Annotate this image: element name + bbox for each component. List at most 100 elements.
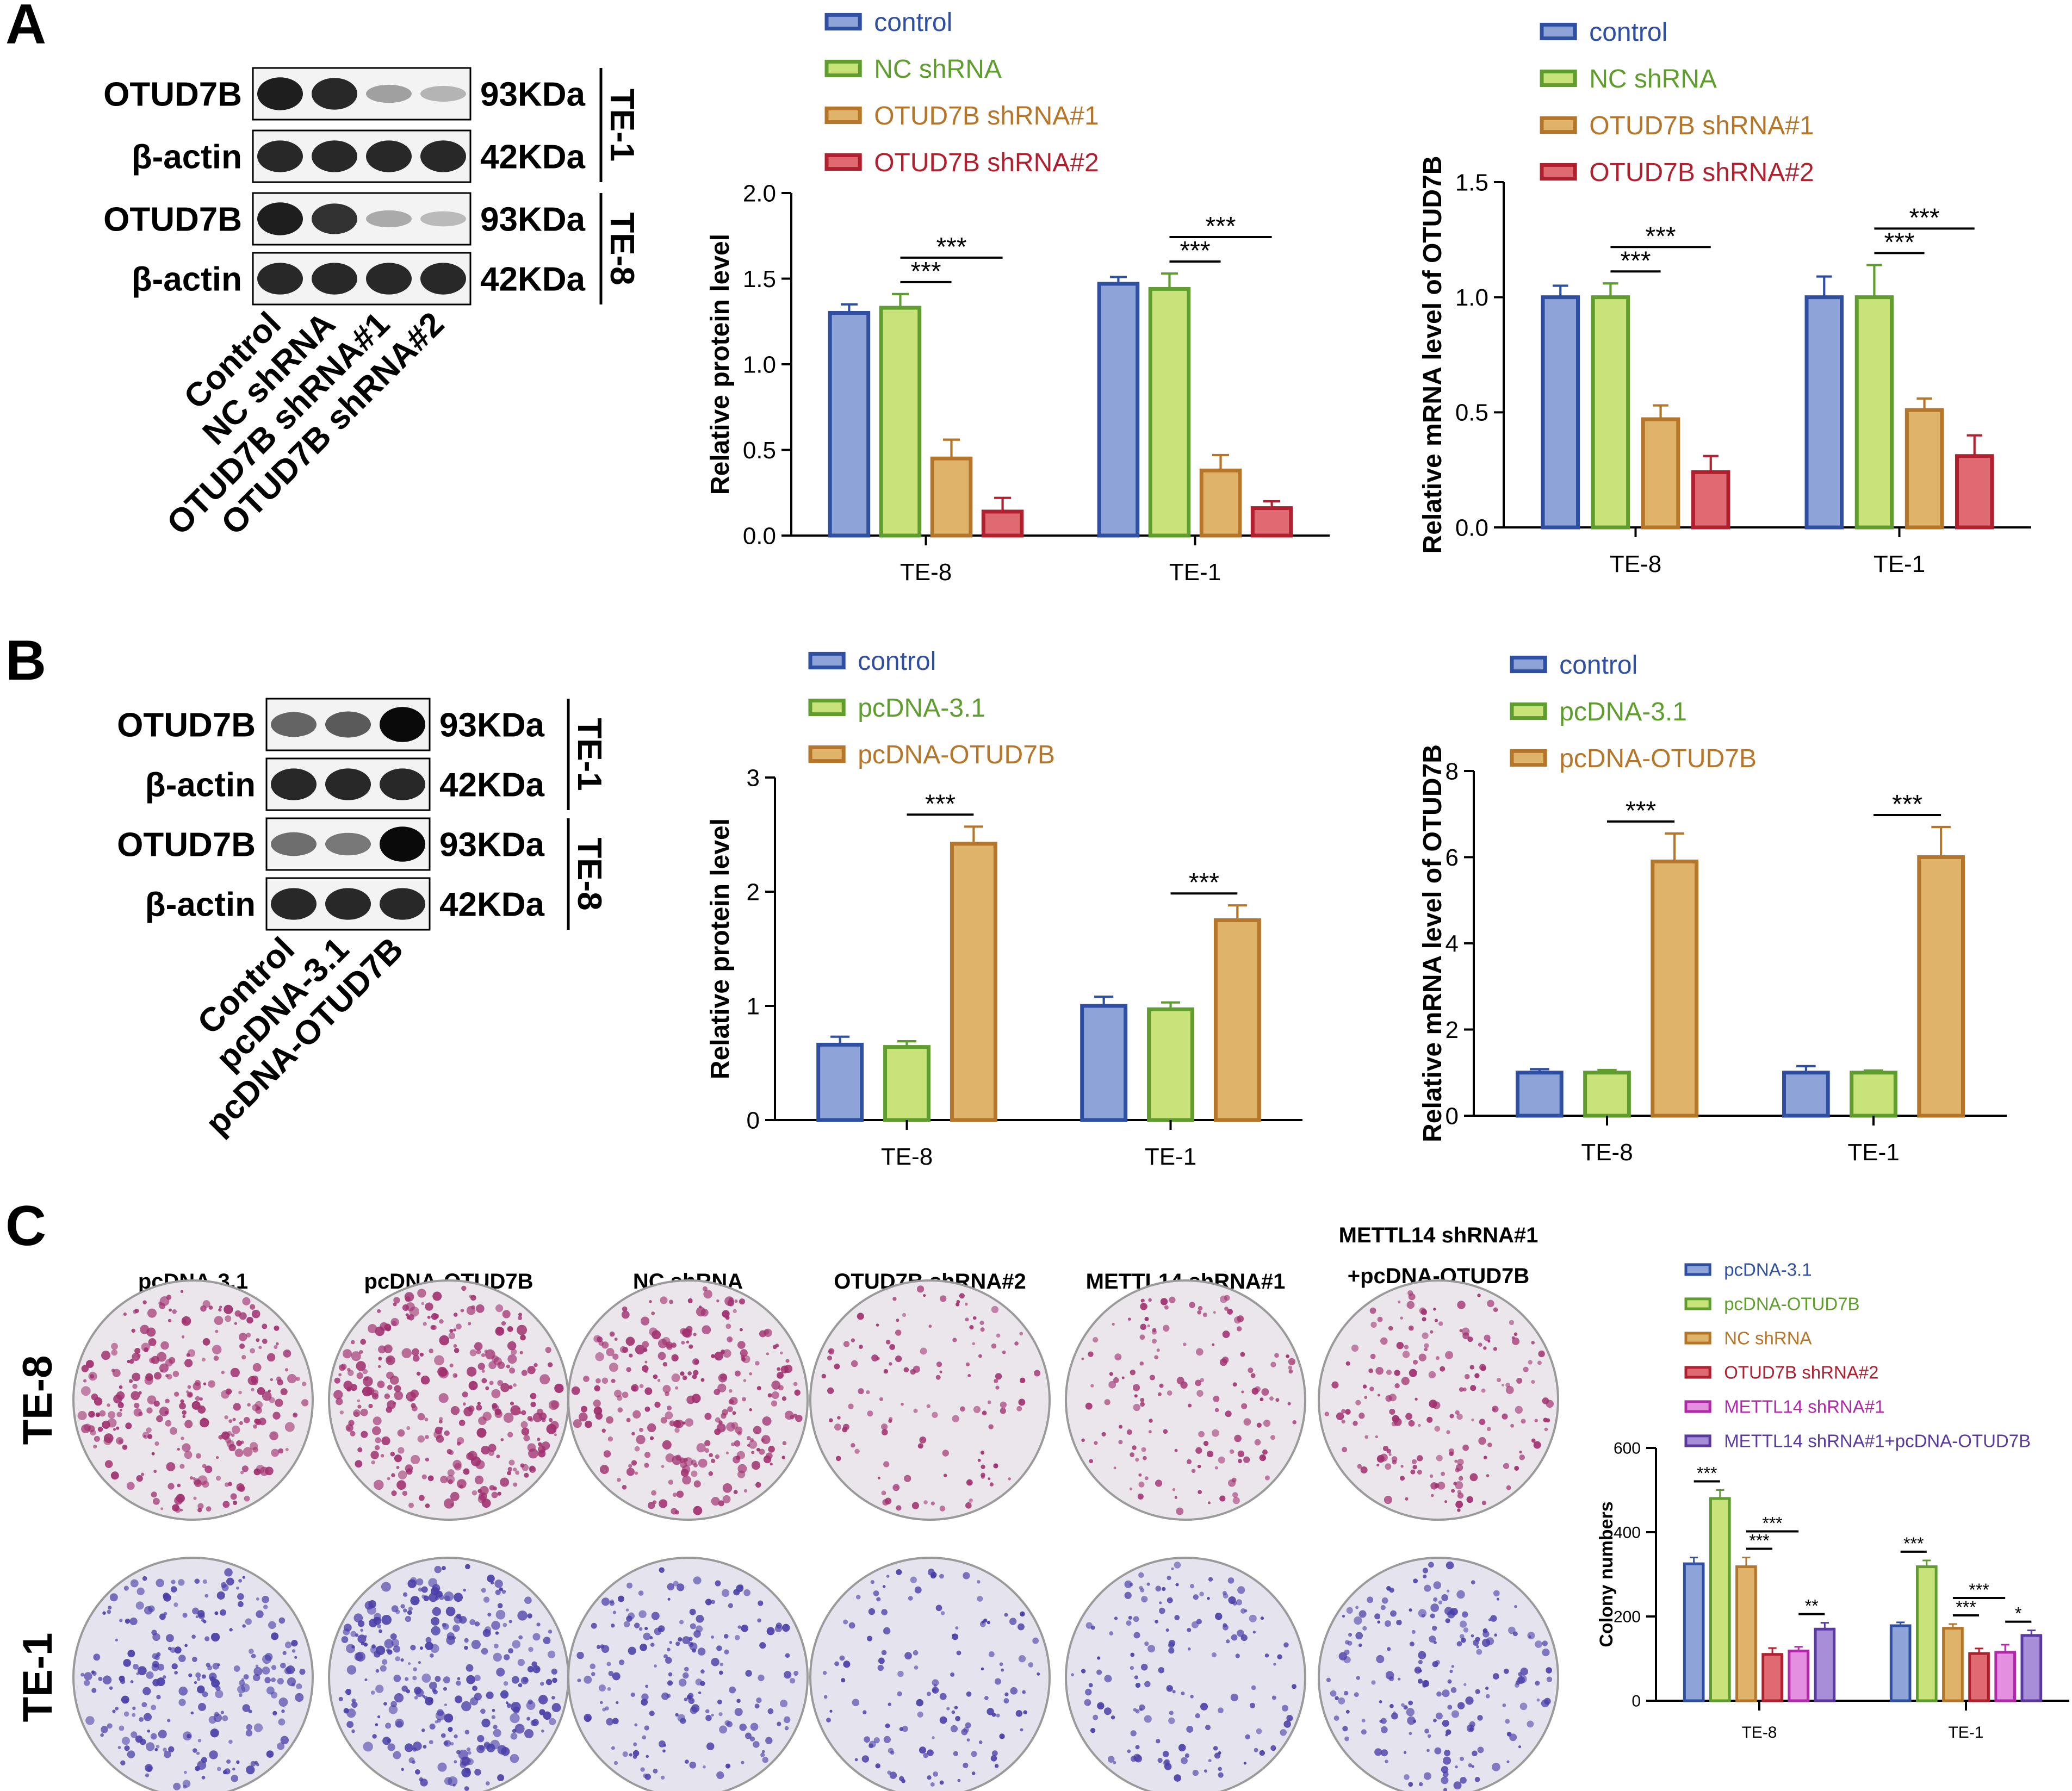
colony-dot [618, 1659, 625, 1665]
colony-dot [232, 1417, 236, 1421]
blot-size-label: 93KDa [439, 826, 545, 864]
colony-dot [196, 1677, 201, 1681]
colony-dot [705, 1599, 712, 1606]
colony-dot [491, 1715, 496, 1719]
colony-dot [1019, 1332, 1023, 1336]
colony-dot [890, 1750, 895, 1755]
bar [1148, 287, 1191, 538]
colony-dot [672, 1455, 682, 1465]
colony-dot [829, 1418, 833, 1422]
y-tick-label: 8 [1446, 758, 1459, 785]
colony-dot [460, 1308, 464, 1313]
colony-dot [711, 1713, 714, 1717]
colony-dot [990, 1755, 997, 1762]
colony-dot [421, 1728, 425, 1732]
colony-dot [272, 1411, 281, 1420]
colony-dot [1469, 1365, 1474, 1370]
colony-dot [1232, 1492, 1238, 1498]
colony-dot [606, 1348, 615, 1357]
colony-dot [1088, 1683, 1093, 1688]
colony-dot [667, 1597, 671, 1601]
colony-dot [192, 1748, 197, 1753]
colony-dot [870, 1580, 874, 1584]
colony-dot [104, 1460, 113, 1468]
colony-dot [1493, 1347, 1498, 1351]
colony-dot [630, 1692, 635, 1697]
colony-dot [1169, 1296, 1176, 1303]
colony-dot [1126, 1620, 1132, 1626]
colony-dot [278, 1718, 286, 1726]
colony-dot [711, 1658, 719, 1666]
colony-dot [1379, 1700, 1382, 1703]
colony-dot [91, 1688, 97, 1693]
colony-dot [80, 1672, 85, 1677]
legend-label: OTUD7B shRNA#1 [874, 102, 1099, 130]
bar [1199, 468, 1242, 538]
colony-dot [156, 1578, 164, 1588]
colony-dot [1207, 1501, 1211, 1504]
colony-dot [642, 1341, 649, 1348]
colony-dot [1218, 1772, 1224, 1778]
colony-dot [1476, 1645, 1479, 1649]
colony-dot [1118, 1440, 1123, 1445]
blot-band [271, 832, 317, 856]
colony-dot [210, 1728, 219, 1738]
colony-dot [1533, 1441, 1541, 1449]
blot-band [257, 140, 303, 172]
colony-dot [834, 1423, 841, 1431]
colony-dot [828, 1348, 835, 1355]
colony-dot [513, 1383, 517, 1387]
colony-dot [405, 1677, 409, 1681]
colony-dot [1418, 1423, 1421, 1427]
colony-dot [1343, 1690, 1349, 1696]
colony-dot [1370, 1321, 1377, 1328]
colony-dot [415, 1688, 424, 1697]
colony-dot [628, 1646, 636, 1655]
colony-dot [1369, 1386, 1374, 1391]
colony-dot [513, 1482, 518, 1487]
colony-dot [146, 1427, 152, 1433]
colony-dot [428, 1578, 438, 1588]
colony-dot [1402, 1351, 1410, 1358]
colony-dot [274, 1325, 280, 1331]
colony-dot [1231, 1634, 1238, 1641]
colony-dot [89, 1374, 95, 1379]
colony-dot [122, 1444, 128, 1450]
colony-dot [1191, 1469, 1196, 1473]
colony-dot [456, 1323, 462, 1330]
colony-dot [1465, 1696, 1474, 1705]
colony-dot [448, 1727, 453, 1732]
significance-label: *** [1180, 237, 1210, 265]
colony-dot [156, 1415, 163, 1422]
colony-dot [543, 1637, 551, 1645]
colony-dot [1202, 1313, 1208, 1317]
colony-dot [1485, 1686, 1489, 1690]
legend-label: control [1559, 651, 1637, 680]
blot-protein-label: β-actin [132, 261, 242, 298]
colony-dot [935, 1375, 941, 1380]
colony-dot [1471, 1634, 1474, 1638]
colony-dot [362, 1369, 368, 1375]
legend-swatch [1540, 163, 1577, 181]
colony-dot [1140, 1303, 1147, 1310]
colony-dot [262, 1595, 269, 1603]
colony-dot [908, 1596, 913, 1601]
colony-dot [659, 1499, 668, 1508]
colony-dot [1490, 1615, 1497, 1622]
colony-dot [669, 1299, 674, 1304]
colony-dot [408, 1606, 413, 1611]
colony-dot [421, 1594, 426, 1599]
colony-dot [1459, 1620, 1467, 1628]
colony-dot [1236, 1599, 1243, 1606]
colony-dot [527, 1613, 532, 1619]
colony-dot [214, 1611, 219, 1615]
legend-swatch [824, 153, 862, 171]
colony-dot [285, 1447, 289, 1452]
colony-dot [1130, 1665, 1134, 1670]
colony-dot [857, 1313, 864, 1320]
colony-dot [208, 1672, 217, 1681]
colony-dot [1494, 1633, 1497, 1637]
colony-dot [385, 1325, 392, 1332]
colony-dot [429, 1653, 434, 1658]
colony-dot [644, 1387, 653, 1395]
